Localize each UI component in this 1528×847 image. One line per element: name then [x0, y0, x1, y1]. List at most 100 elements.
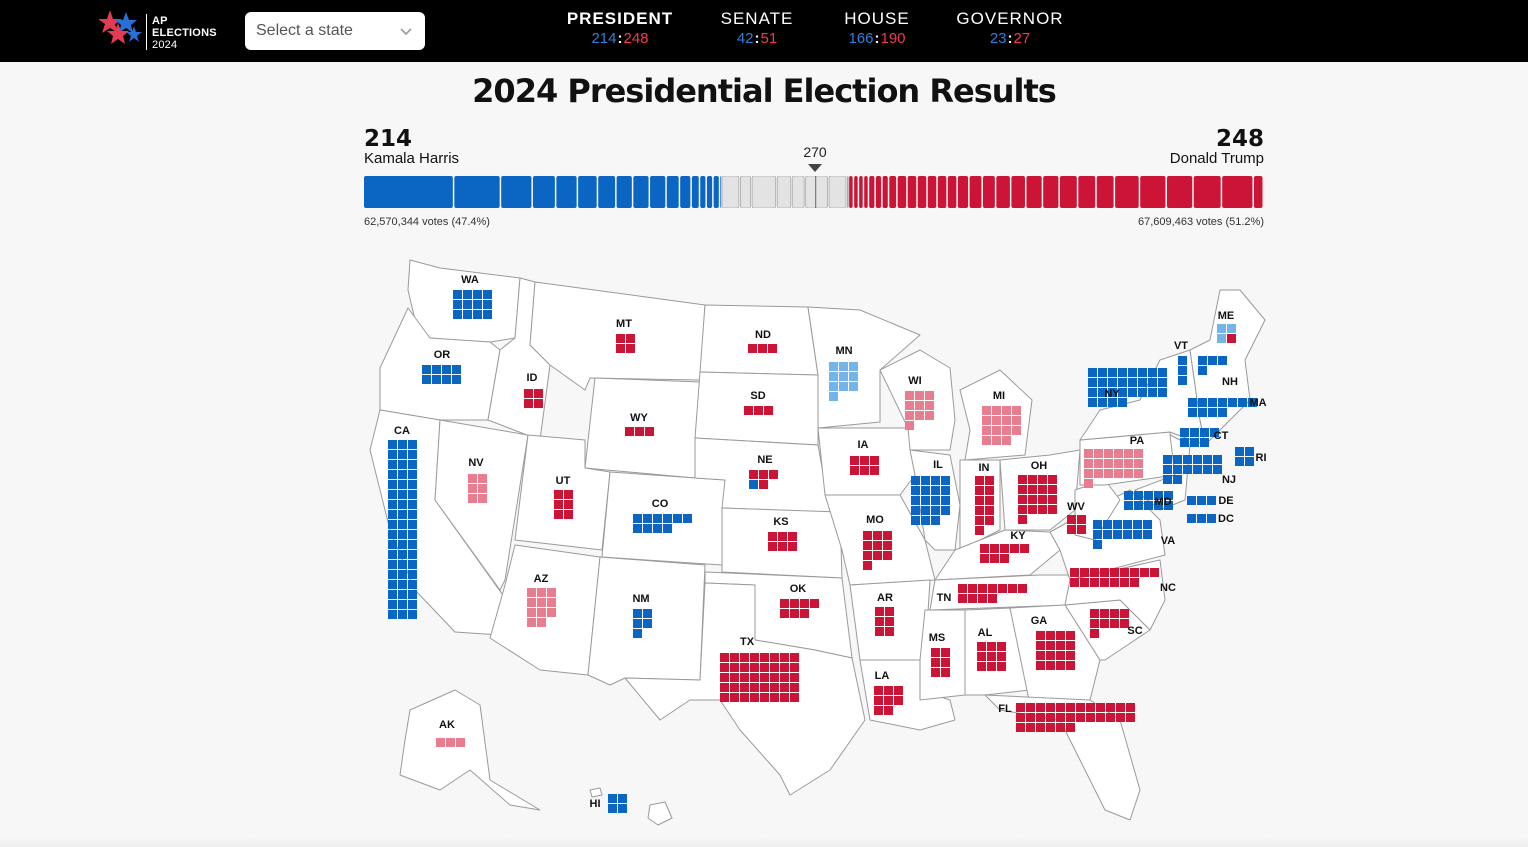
state-tiles-pa[interactable] [1084, 449, 1143, 488]
ev-tile [408, 530, 417, 539]
state-tiles-az[interactable] [527, 588, 556, 627]
tab-governor[interactable]: GOVERNOR 23:27 [955, 9, 1065, 49]
state-tiles-nd[interactable] [748, 344, 777, 353]
state-tiles-nc[interactable] [1070, 568, 1159, 587]
ev-tile [1208, 356, 1217, 365]
ev-tile [730, 673, 739, 682]
state-tiles-ia[interactable] [850, 456, 879, 475]
state-select-dropdown[interactable]: Select a state [245, 12, 425, 50]
ev-bar-segment-nh [700, 176, 706, 208]
president-dem-score: 214 [591, 30, 617, 47]
ev-tile [1080, 568, 1089, 577]
ev-tile [1096, 713, 1105, 722]
state-tiles-ny[interactable] [1088, 368, 1167, 407]
ev-tile [769, 470, 778, 479]
state-tiles-wv[interactable] [1067, 515, 1086, 534]
tab-house[interactable]: HOUSE 166:190 [838, 9, 916, 49]
state-tiles-me[interactable] [1217, 324, 1236, 343]
ev-tile [1183, 465, 1192, 474]
state-tiles-mn[interactable] [829, 362, 858, 401]
tab-president[interactable]: PRESIDENT 214:248 [565, 9, 675, 49]
ev-tile [468, 474, 477, 483]
state-tiles-ct[interactable] [1180, 428, 1219, 447]
state-tiles-oh[interactable] [1018, 475, 1057, 524]
ev-bar-segment-mi [1115, 176, 1139, 208]
ev-tile [1104, 459, 1113, 468]
us-electoral-map[interactable]: WA OR CA NV ID MT WY UT CO AZ NM ND SD NE KS OK TX MN IA MO… [360, 250, 1280, 830]
state-label-ny: NY [1104, 388, 1120, 400]
ev-bar-segment-la [969, 176, 982, 208]
state-tiles-ky[interactable] [980, 544, 1029, 563]
state-tiles-ca[interactable] [388, 440, 417, 619]
state-label-az: AZ [534, 573, 549, 585]
state-tiles-al[interactable] [977, 642, 1006, 671]
state-tiles-ne[interactable] [749, 470, 778, 489]
state-tiles-wy[interactable] [625, 427, 654, 436]
ev-tile [608, 794, 617, 803]
state-outline-ak [399, 689, 541, 811]
ev-tile [398, 540, 407, 549]
state-tiles-ok[interactable] [780, 599, 819, 618]
ev-tile [975, 506, 984, 515]
ev-tile [1235, 447, 1244, 456]
state-tiles-mo[interactable] [863, 531, 892, 570]
ev-tile [925, 391, 934, 400]
state-tiles-dc[interactable] [1187, 514, 1216, 523]
tab-senate[interactable]: SENATE 42:51 [715, 9, 799, 49]
state-tiles-il[interactable] [911, 476, 950, 525]
state-tiles-de[interactable] [1187, 496, 1216, 505]
state-tiles-co[interactable] [633, 514, 692, 533]
state-tiles-ma[interactable] [1188, 398, 1257, 417]
ev-tile [554, 500, 563, 509]
state-tiles-ga[interactable] [1036, 631, 1075, 670]
state-tiles-sd[interactable] [744, 406, 773, 415]
state-tiles-nh[interactable] [1198, 356, 1227, 375]
state-tiles-nj[interactable] [1163, 455, 1222, 484]
state-tiles-mi[interactable] [982, 406, 1021, 445]
state-tiles-tx[interactable] [720, 653, 799, 702]
ev-tile [483, 310, 492, 319]
state-tiles-wa[interactable] [453, 290, 492, 319]
state-tiles-mt[interactable] [616, 334, 635, 353]
ev-tile [1197, 514, 1206, 523]
state-tiles-nv[interactable] [468, 474, 487, 503]
ev-bar-segment-undecided [739, 176, 751, 208]
state-tiles-sc[interactable] [1090, 609, 1129, 638]
state-tiles-nm[interactable] [633, 609, 652, 638]
ev-tile [1084, 469, 1093, 478]
ev-tile [1090, 629, 1099, 638]
ev-tile [1086, 703, 1095, 712]
state-tiles-fl[interactable] [1016, 703, 1135, 732]
ap-elections-logo[interactable]: AP ELECTIONS 2024 [96, 8, 226, 54]
state-tiles-ks[interactable] [768, 532, 797, 551]
ev-tile [1066, 703, 1075, 712]
state-tiles-md[interactable] [1124, 491, 1173, 510]
ev-tile [524, 399, 533, 408]
ev-tile [1016, 703, 1025, 712]
state-tiles-va[interactable] [1093, 520, 1152, 549]
ev-tile [720, 663, 729, 672]
state-tiles-ri[interactable] [1235, 447, 1254, 466]
ev-tile [975, 486, 984, 495]
state-tiles-la[interactable] [874, 686, 903, 715]
ev-tile [850, 466, 859, 475]
state-tiles-vt[interactable] [1178, 356, 1187, 385]
state-tiles-tn[interactable] [958, 584, 1027, 603]
state-tiles-ut[interactable] [554, 490, 573, 519]
ev-tile [1016, 723, 1025, 732]
state-tiles-or[interactable] [422, 365, 461, 384]
state-tiles-ar[interactable] [875, 607, 894, 636]
ev-tile [1088, 368, 1097, 377]
state-tiles-in[interactable] [975, 476, 994, 535]
state-tiles-id[interactable] [524, 389, 543, 408]
ev-tile [875, 607, 884, 616]
ev-tile [1180, 428, 1189, 437]
state-tiles-hi[interactable] [608, 794, 627, 813]
state-tiles-ms[interactable] [931, 648, 950, 677]
state-tiles-wi[interactable] [905, 391, 934, 430]
ev-tile [1036, 723, 1045, 732]
ev-bar-segment-undecided [805, 176, 828, 208]
ev-tile [436, 738, 445, 747]
ev-tile [408, 500, 417, 509]
state-tiles-ak[interactable] [436, 738, 465, 747]
